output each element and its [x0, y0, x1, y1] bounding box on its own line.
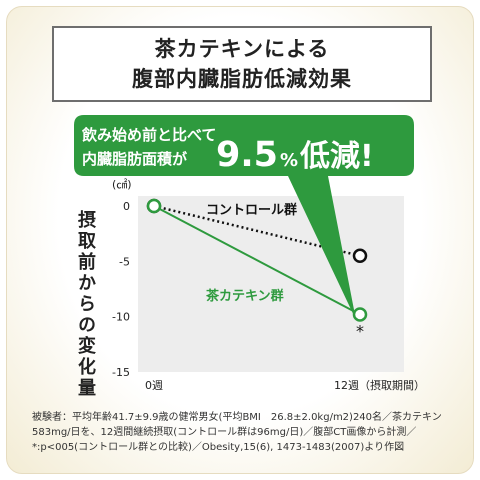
data-point	[146, 198, 162, 214]
series-label: コントロール群	[206, 202, 297, 218]
series-label: 茶カテキン群	[206, 288, 284, 304]
y-tick-label: -15	[112, 366, 130, 379]
title-box: 茶カテキンによる 腹部内臓脂肪低減効果	[52, 26, 432, 102]
callout-line-1: 飲み始め前と比べて	[81, 126, 216, 144]
y-tick-label: 0	[123, 200, 130, 213]
x-axis-ticks: 0週 12週（摂取期間）	[145, 378, 425, 392]
significance-mark: *	[356, 321, 364, 340]
footnote: 被験者：平均年齢41.7±9.9歳の健常男女(平均BMI 26.8±2.0kg/…	[32, 412, 442, 453]
y-tick-label: -10	[112, 311, 130, 324]
callout-bubble	[74, 115, 414, 320]
title-line-1: 茶カテキンによる	[154, 37, 330, 61]
data-point	[352, 307, 368, 322]
series-line	[153, 205, 361, 316]
y-unit-label: (㎠)	[112, 178, 132, 191]
y-axis-title: 摂取前からの変化量	[75, 210, 96, 399]
callout-suffix: 低減!	[299, 139, 374, 174]
x-tick-label: 12週（摂取期間）	[334, 378, 425, 392]
x-tick-label: 0週	[145, 379, 163, 392]
callout-value: 9.5	[216, 135, 278, 175]
y-tick-label: -5	[119, 255, 130, 268]
plot-area	[138, 196, 404, 372]
data-point	[352, 248, 368, 264]
callout-line-2: 内臓脂肪面積が	[82, 150, 188, 168]
y-axis-ticks: 0 -5 -10 -15	[112, 200, 130, 379]
callout-unit: %	[280, 150, 298, 171]
title-line-2: 腹部内臓脂肪低減効果	[132, 67, 352, 91]
